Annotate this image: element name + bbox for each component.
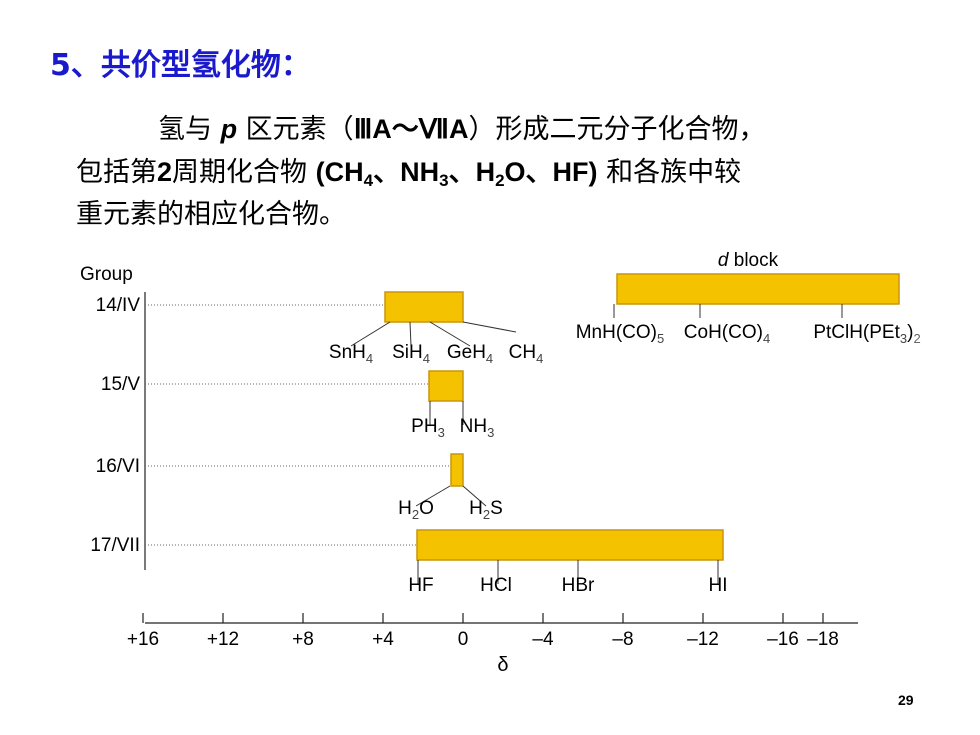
shift-range-bar xyxy=(450,453,464,487)
paragraph-text: 周期化合物 xyxy=(172,157,316,188)
compound-label: HBr xyxy=(562,575,595,596)
separator: 、 xyxy=(448,157,476,187)
group-label: 15/V xyxy=(101,374,140,395)
paragraph-text: 重元素的相应化合物。 xyxy=(76,199,346,230)
compound-label: HF xyxy=(408,575,433,596)
compound-tick xyxy=(350,321,391,347)
separator: 、 xyxy=(373,157,401,187)
paragraph-text: 区元素（ xyxy=(237,114,354,145)
period-number: 2 xyxy=(157,157,173,187)
compound-label: HI xyxy=(709,575,728,596)
compound-tick xyxy=(462,485,487,507)
x-tick-label: –8 xyxy=(612,629,633,650)
compound-label: NH3 xyxy=(460,416,495,440)
x-tick-label: –16 xyxy=(767,629,799,650)
p-block-symbol: p xyxy=(220,114,238,144)
compound-tick xyxy=(462,321,517,333)
x-tick-label: +8 xyxy=(292,629,314,650)
group-label: 16/VI xyxy=(96,456,140,477)
x-tick-label: –12 xyxy=(687,629,719,650)
compound-label: GeH4 xyxy=(447,342,493,366)
compound-label: HCl xyxy=(480,575,512,596)
compound-formula: HF) xyxy=(552,157,598,187)
shift-range-bar xyxy=(384,291,464,323)
compound-label: H2O xyxy=(398,498,434,522)
compound-tick xyxy=(429,321,471,347)
compound-tick xyxy=(409,321,412,347)
d-block-compound-label: PtClH(PEt3)2 xyxy=(813,322,920,346)
compound-label: PH3 xyxy=(411,416,445,440)
shift-range-bar xyxy=(428,370,464,402)
x-tick-label: 0 xyxy=(458,629,469,650)
shift-range-bar xyxy=(416,529,724,561)
paragraph-text: ）形成二元分子化合物， xyxy=(468,114,766,145)
compound-formula: NH3 xyxy=(400,157,449,190)
y-axis-title: Group xyxy=(80,264,133,285)
d-block-label: d block xyxy=(718,250,779,271)
nmr-shift-chart: Group 14/IV SnH4 SiH4 GeH4 CH4 15/V PH3 NH3 16/VI… xyxy=(80,250,921,676)
d-block-bar xyxy=(616,273,900,305)
x-tick-label: +4 xyxy=(372,629,394,650)
compound-tick xyxy=(415,485,451,507)
body-paragraph: 氢与 p 区元素（ⅢA～ⅦA）形成二元分子化合物， 包括第2周期化合物 (CH4、… xyxy=(76,108,936,236)
paragraph-text: 氢与 xyxy=(158,114,221,145)
compound-label: H2S xyxy=(469,498,503,522)
d-block-compound-label: CoH(CO)4 xyxy=(684,322,770,346)
group-label: 17/VII xyxy=(90,535,140,556)
group-label: 14/IV xyxy=(96,295,141,316)
paragraph-text: 包括第 xyxy=(76,157,157,188)
compound-formula: H2O xyxy=(475,157,526,190)
x-axis-label: δ xyxy=(497,654,508,676)
slide-title: 5、共价型氢化物： xyxy=(50,48,311,83)
group-range: ⅢA～ⅦA xyxy=(353,114,469,144)
compound-label: SnH4 xyxy=(329,342,373,366)
compound-label: SiH4 xyxy=(392,342,430,366)
page-number: 29 xyxy=(898,692,914,708)
separator: 、 xyxy=(525,157,553,187)
paragraph-text: 和各族中较 xyxy=(597,157,742,188)
x-tick-label: –18 xyxy=(807,629,839,650)
x-tick-label: +16 xyxy=(127,629,159,650)
compound-label: CH4 xyxy=(509,342,544,366)
x-tick-label: –4 xyxy=(532,629,554,650)
compound-list: (CH4、NH3、H2O、HF) xyxy=(315,157,598,190)
x-tick-label: +12 xyxy=(207,629,239,650)
d-block-compound-label: MnH(CO)5 xyxy=(576,322,665,346)
compound-formula: (CH4 xyxy=(315,157,374,190)
